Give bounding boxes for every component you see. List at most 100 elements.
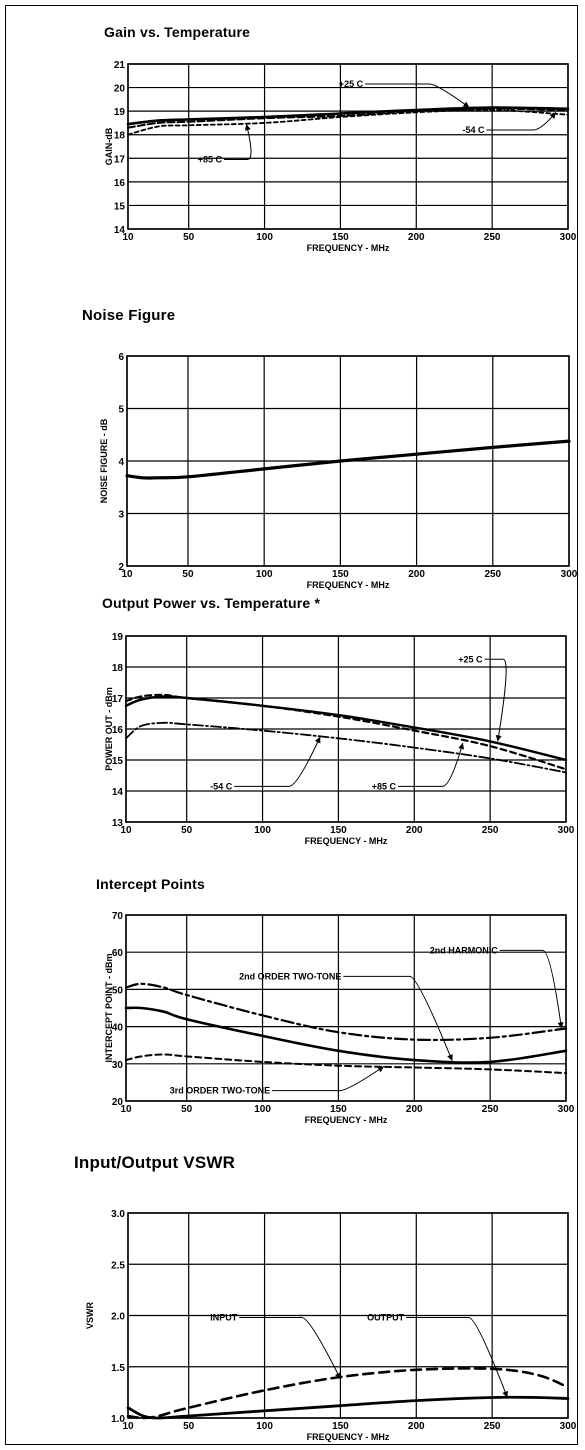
x-tick-label: 250 <box>484 569 501 580</box>
annotation-label: 2nd ORDER TWO-TONE <box>239 971 341 981</box>
x-tick-label: 250 <box>484 1421 501 1432</box>
chart-title: Input/Output VSWR <box>74 1153 236 1172</box>
series-line-54-c <box>125 721 567 774</box>
noise-figure-plot: 10 50 100 150 200 250 300 2 3 4 5 6 FREQUENCY - MHz N… <box>99 352 578 590</box>
y-tick-label: 17 <box>112 694 124 705</box>
y-tick-label: 40 <box>112 1023 124 1034</box>
annotation-leader <box>484 658 507 742</box>
x-axis-label: FREQUENCY - MHz <box>305 1115 388 1125</box>
datasheet-page <box>5 5 578 1445</box>
y-tick-label: 6 <box>118 352 124 363</box>
x-axis-label: FREQUENCY - MHz <box>305 836 388 846</box>
y-tick-label: 19 <box>112 632 124 643</box>
annotation-label: +25 C <box>458 654 483 664</box>
x-axis-label: FREQUENCY - MHz <box>307 580 390 590</box>
series-line-54-c <box>127 107 569 129</box>
x-tick-label: 300 <box>558 825 575 836</box>
annotation-arrowhead <box>447 1054 453 1061</box>
y-tick-label: 15 <box>114 201 126 212</box>
annotation-arrowhead <box>458 742 465 750</box>
plot-frame <box>127 1212 569 1419</box>
series-line-2nd-order-two-tone <box>124 1006 568 1064</box>
x-tick-label: 50 <box>183 232 195 243</box>
x-tick-label: 100 <box>254 1104 271 1115</box>
chart-title: Gain vs. Temperature <box>104 24 251 40</box>
x-tick-label: 100 <box>256 1421 273 1432</box>
annotation-label: -54 C <box>210 781 233 791</box>
x-tick-label: 10 <box>122 1421 134 1432</box>
y-tick-label: 70 <box>112 911 124 922</box>
y-axis-label: POWER OUT - dBm <box>104 687 114 771</box>
annotation-leader <box>406 1317 508 1398</box>
y-axis-label: INTERCEPT POINT - dBm <box>104 953 114 1062</box>
chart-noise-figure: Noise Figure 10 50 100 150 200 250 300 2 3 4 5 6 FRE… <box>0 0 585 590</box>
annotation-label: +85 C <box>198 154 223 164</box>
annotation-arrowhead <box>502 1390 508 1398</box>
y-axis-label: VSWR <box>85 1301 95 1329</box>
annotation-arrowhead <box>314 736 321 744</box>
x-tick-label: 150 <box>330 825 347 836</box>
y-tick-label: 5 <box>118 405 124 416</box>
series-line-output <box>126 1395 570 1420</box>
x-tick-label: 200 <box>408 569 425 580</box>
annotation-label: 3rd ORDER TWO-TONE <box>170 1086 270 1096</box>
chart-output-power-vs-temperature: Output Power vs. Temperature * 10 50 100 15… <box>102 595 575 846</box>
y-tick-label: 3.0 <box>111 1209 125 1220</box>
y-tick-label: 1.5 <box>111 1363 125 1374</box>
y-tick-label: 14 <box>112 787 124 798</box>
annotation-label: INPUT <box>210 1313 238 1323</box>
y-tick-label: 2 <box>118 562 124 573</box>
y-tick-label: 30 <box>112 1060 124 1071</box>
series-line-85-c <box>124 693 568 771</box>
annotation-leader <box>499 949 562 1029</box>
chart-title: Output Power vs. Temperature * <box>102 595 321 611</box>
x-tick-label: 200 <box>408 232 425 243</box>
x-tick-label: 150 <box>332 569 349 580</box>
y-tick-label: 18 <box>114 131 126 142</box>
chart-title: Intercept Points <box>96 876 205 892</box>
gain-plot: 10 50 100 150 200 250 300 14 15 16 17 18 19 20 21 FREQU… <box>104 60 577 253</box>
series-line <box>125 439 571 480</box>
x-tick-label: 150 <box>332 1421 349 1432</box>
x-tick-label: 300 <box>560 1421 577 1432</box>
annotation-label: -54 C <box>463 125 486 135</box>
annotation-leader <box>398 742 464 787</box>
y-tick-label: 1.0 <box>111 1414 125 1425</box>
x-tick-label: 300 <box>560 232 577 243</box>
output-power-plot: 10 50 100 150 200 250 300 13 14 15 16 17 18 19 FREQUEN… <box>104 632 575 846</box>
annotation-label: +85 C <box>372 781 397 791</box>
x-tick-label: 100 <box>256 232 273 243</box>
y-tick-label: 15 <box>112 756 124 767</box>
y-tick-label: 60 <box>112 948 124 959</box>
annotation-label: 2nd HARMONIC <box>430 945 498 955</box>
x-tick-label: 250 <box>482 825 499 836</box>
annotation-leader <box>239 1317 341 1380</box>
annotation-leader <box>224 123 252 160</box>
y-tick-label: 19 <box>114 107 126 118</box>
annotation-arrowhead <box>549 112 556 119</box>
annotation-leader <box>343 975 453 1062</box>
annotation-arrowhead <box>495 734 502 742</box>
annotation-leader <box>234 736 321 787</box>
annotation-leader <box>272 1065 385 1092</box>
grid <box>127 1212 569 1419</box>
x-tick-label: 100 <box>256 569 273 580</box>
plot-frame <box>127 63 569 230</box>
y-axis-label: GAIN-dB <box>104 127 114 165</box>
x-tick-label: 150 <box>332 232 349 243</box>
annotation-arrowhead <box>557 1022 564 1029</box>
annotation-arrowhead <box>462 101 470 108</box>
y-tick-label: 21 <box>114 60 126 71</box>
x-tick-label: 200 <box>408 1421 425 1432</box>
series-line-25-c <box>126 106 570 126</box>
x-tick-label: 200 <box>406 825 423 836</box>
x-tick-label: 300 <box>561 569 578 580</box>
x-tick-label: 300 <box>558 1104 575 1115</box>
y-tick-label: 16 <box>112 725 124 736</box>
annotation-label: +25 C <box>339 79 364 89</box>
chart-intercept-points: Intercept Points 10 50 100 150 200 250 300 20 30… <box>96 876 575 1125</box>
x-tick-label: 50 <box>182 569 194 580</box>
y-tick-label: 4 <box>118 457 124 468</box>
chart-gain-vs-temperature: Gain vs. Temperature 10 50 100 150 200 250 300… <box>0 0 585 290</box>
